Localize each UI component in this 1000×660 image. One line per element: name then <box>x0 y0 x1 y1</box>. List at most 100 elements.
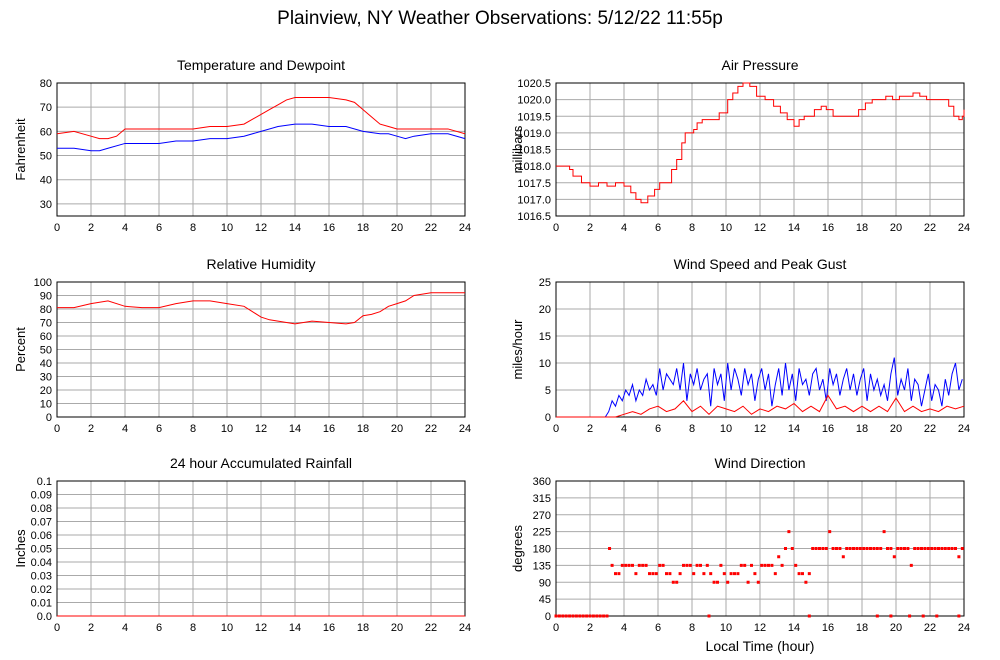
y-tick-label: 0.08 <box>31 503 52 515</box>
x-tick-label: 6 <box>156 222 162 234</box>
x-tick-label: 22 <box>924 423 936 435</box>
plot-frame <box>555 82 965 217</box>
y-tick-label: 20 <box>40 385 52 397</box>
data-point <box>821 547 825 550</box>
data-point <box>598 614 602 618</box>
x-tick-label: 4 <box>621 622 627 634</box>
series-line-1 <box>556 82 965 204</box>
x-tick-label: 10 <box>221 423 233 435</box>
data-point <box>892 555 896 559</box>
x-tick-label: 24 <box>459 423 471 435</box>
y-tick-label: 0.04 <box>31 557 52 569</box>
data-point <box>879 547 883 550</box>
data-point <box>865 547 869 550</box>
data-point <box>722 572 726 576</box>
data-point <box>773 572 777 576</box>
y-tick-label: 40 <box>40 358 52 370</box>
y-axis-label: degrees <box>510 525 525 572</box>
data-point <box>665 572 668 576</box>
y-tick-label: 0.06 <box>31 530 52 542</box>
x-tick-label: 6 <box>655 622 661 634</box>
y-tick-label: 0.03 <box>31 571 52 583</box>
y-tick-label: 315 <box>533 493 551 505</box>
page-title: Plainview, NY Weather Observations: 5/12… <box>277 8 723 29</box>
x-tick-label: 10 <box>720 622 732 634</box>
x-tick-label: 4 <box>621 423 627 435</box>
data-point <box>780 563 784 567</box>
y-tick-label: 100 <box>34 277 52 289</box>
data-point <box>610 563 614 567</box>
data-point <box>814 547 818 550</box>
data-point <box>886 547 889 550</box>
data-point <box>678 572 682 576</box>
x-tick-label: 2 <box>587 423 593 435</box>
data-point <box>831 547 835 550</box>
y-tick-label: 20 <box>539 304 551 316</box>
data-point <box>695 563 699 567</box>
y-tick-label: 0.05 <box>31 544 52 556</box>
y-tick-label: 1016.5 <box>517 211 551 223</box>
x-tick-label: 10 <box>221 622 233 634</box>
data-point <box>889 614 893 618</box>
data-point <box>794 563 798 567</box>
x-tick-label: 20 <box>890 423 902 435</box>
data-point <box>906 547 910 550</box>
data-point <box>716 580 719 584</box>
data-point <box>641 563 645 567</box>
x-tick-label: 18 <box>856 222 868 234</box>
y-tick-label: 90 <box>40 291 52 303</box>
data-point <box>733 572 736 576</box>
data-point <box>648 572 651 576</box>
data-point <box>591 614 595 618</box>
x-tick-label: 14 <box>289 622 301 634</box>
y-tick-label: 0.07 <box>31 517 52 529</box>
data-point <box>557 614 561 618</box>
x-tick-label: 18 <box>357 622 369 634</box>
x-tick-label: 4 <box>621 222 627 234</box>
x-tick-label: 24 <box>459 622 471 634</box>
series-line-1 <box>556 357 963 418</box>
chart-title: Wind Speed and Peak Gust <box>674 256 847 272</box>
data-point <box>605 614 609 618</box>
data-point <box>954 547 957 550</box>
data-point <box>561 614 565 618</box>
data-point <box>797 572 801 576</box>
data-point <box>804 580 808 584</box>
x-tick-label: 22 <box>425 423 437 435</box>
data-point <box>920 547 923 550</box>
data-point <box>705 563 709 567</box>
x-tick-label: 2 <box>587 622 593 634</box>
series-line-1 <box>57 292 465 325</box>
data-point <box>784 547 787 550</box>
data-point <box>699 563 702 567</box>
y-tick-label: 0.1 <box>37 476 52 488</box>
data-point <box>753 572 757 576</box>
y-tick-label: 80 <box>40 304 52 316</box>
y-tick-label: 40 <box>40 175 52 187</box>
data-point <box>675 580 679 584</box>
data-point <box>790 547 794 550</box>
data-point <box>875 547 879 550</box>
x-tick-label: 4 <box>122 622 128 634</box>
y-tick-label: 1018.0 <box>517 161 551 173</box>
x-tick-label: 10 <box>720 423 732 435</box>
series-line-1 <box>56 97 466 140</box>
y-tick-label: 90 <box>539 577 551 589</box>
x-tick-label: 6 <box>156 423 162 435</box>
data-point <box>855 547 859 550</box>
data-point <box>896 547 900 550</box>
data-point <box>838 547 842 550</box>
data-point <box>824 547 828 550</box>
x-tick-label: 18 <box>856 622 868 634</box>
x-tick-label: 2 <box>88 423 94 435</box>
data-point <box>719 563 723 567</box>
y-axis-label: Inches <box>13 529 28 568</box>
series-line-2 <box>57 123 466 152</box>
x-tick-label: 12 <box>754 622 766 634</box>
y-tick-label: 80 <box>40 78 52 90</box>
y-tick-label: 70 <box>40 318 52 330</box>
data-point <box>770 563 774 567</box>
